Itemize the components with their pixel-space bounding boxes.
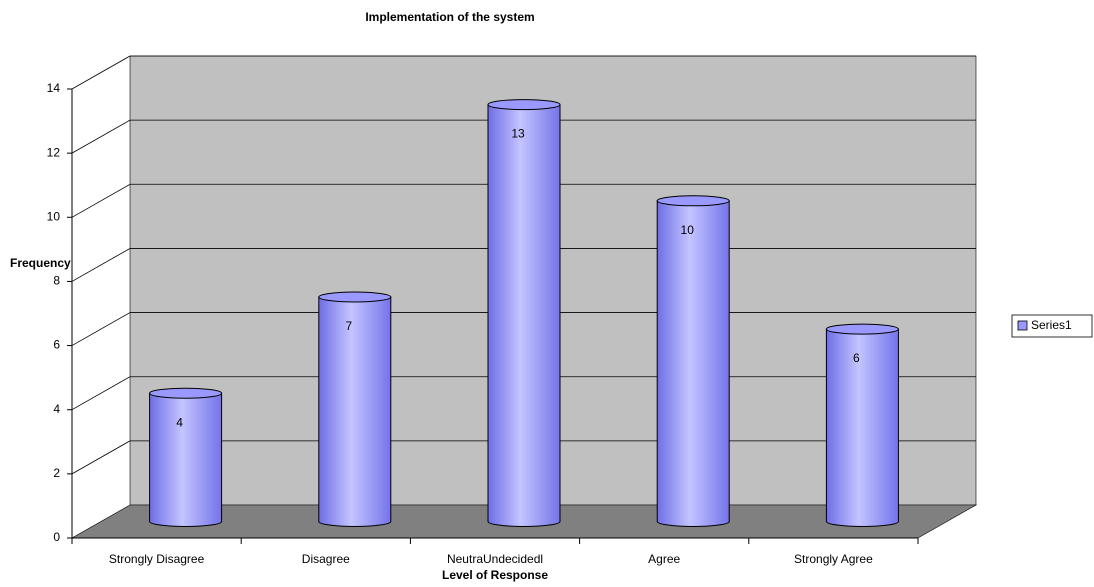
grid-line	[71, 119, 131, 154]
cylinder	[487, 99, 561, 527]
y-tick-label: 12	[47, 145, 61, 159]
y-tick-label: 6	[53, 338, 60, 352]
x-tick-label: NeutraUndecidedl	[447, 552, 543, 566]
cylinder-top	[487, 99, 561, 111]
data-label: 6	[853, 351, 860, 365]
grid-line	[71, 183, 131, 218]
data-label: 13	[511, 127, 525, 141]
x-tick-label: Disagree	[302, 552, 350, 566]
x-tick-label: Strongly Disagree	[109, 552, 205, 566]
y-axis-title: Frequency	[10, 256, 71, 270]
data-label: 4	[176, 415, 183, 429]
y-tick-label: 0	[53, 530, 60, 544]
grid-line	[71, 440, 131, 475]
data-label: 7	[345, 319, 352, 333]
grid-line	[71, 312, 131, 346]
y-tick-label: 14	[47, 81, 61, 95]
x-axis-title: Level of Response	[442, 568, 548, 582]
y-tick-label: 4	[53, 402, 60, 416]
cylinder-top	[825, 323, 899, 335]
cylinder	[825, 323, 899, 527]
legend-label: Series1	[1031, 318, 1072, 332]
cylinder-top	[318, 291, 392, 303]
cylinder-body	[487, 104, 561, 527]
cylinder	[318, 291, 392, 527]
cylinder-body	[318, 296, 392, 527]
y-tick-label: 10	[47, 209, 61, 223]
cylinder-body	[825, 328, 899, 527]
data-label: 10	[681, 223, 695, 237]
cylinder	[149, 387, 223, 527]
legend-swatch	[1017, 320, 1028, 331]
cylinder	[656, 195, 730, 527]
y-tick-label: 8	[53, 274, 60, 288]
grid-line	[71, 55, 131, 90]
x-tick-label: Strongly Agree	[794, 552, 873, 566]
chart-title: Implementation of the system	[365, 10, 534, 24]
cylinder-body	[656, 200, 730, 527]
grid-line	[71, 248, 131, 282]
legend	[1011, 314, 1093, 338]
cylinder-top	[656, 195, 730, 207]
cylinder-body	[149, 392, 223, 527]
cylinder-top	[149, 387, 223, 399]
grid-line	[71, 376, 131, 411]
y-tick-label: 2	[53, 466, 60, 480]
x-tick-label: Agree	[648, 552, 680, 566]
